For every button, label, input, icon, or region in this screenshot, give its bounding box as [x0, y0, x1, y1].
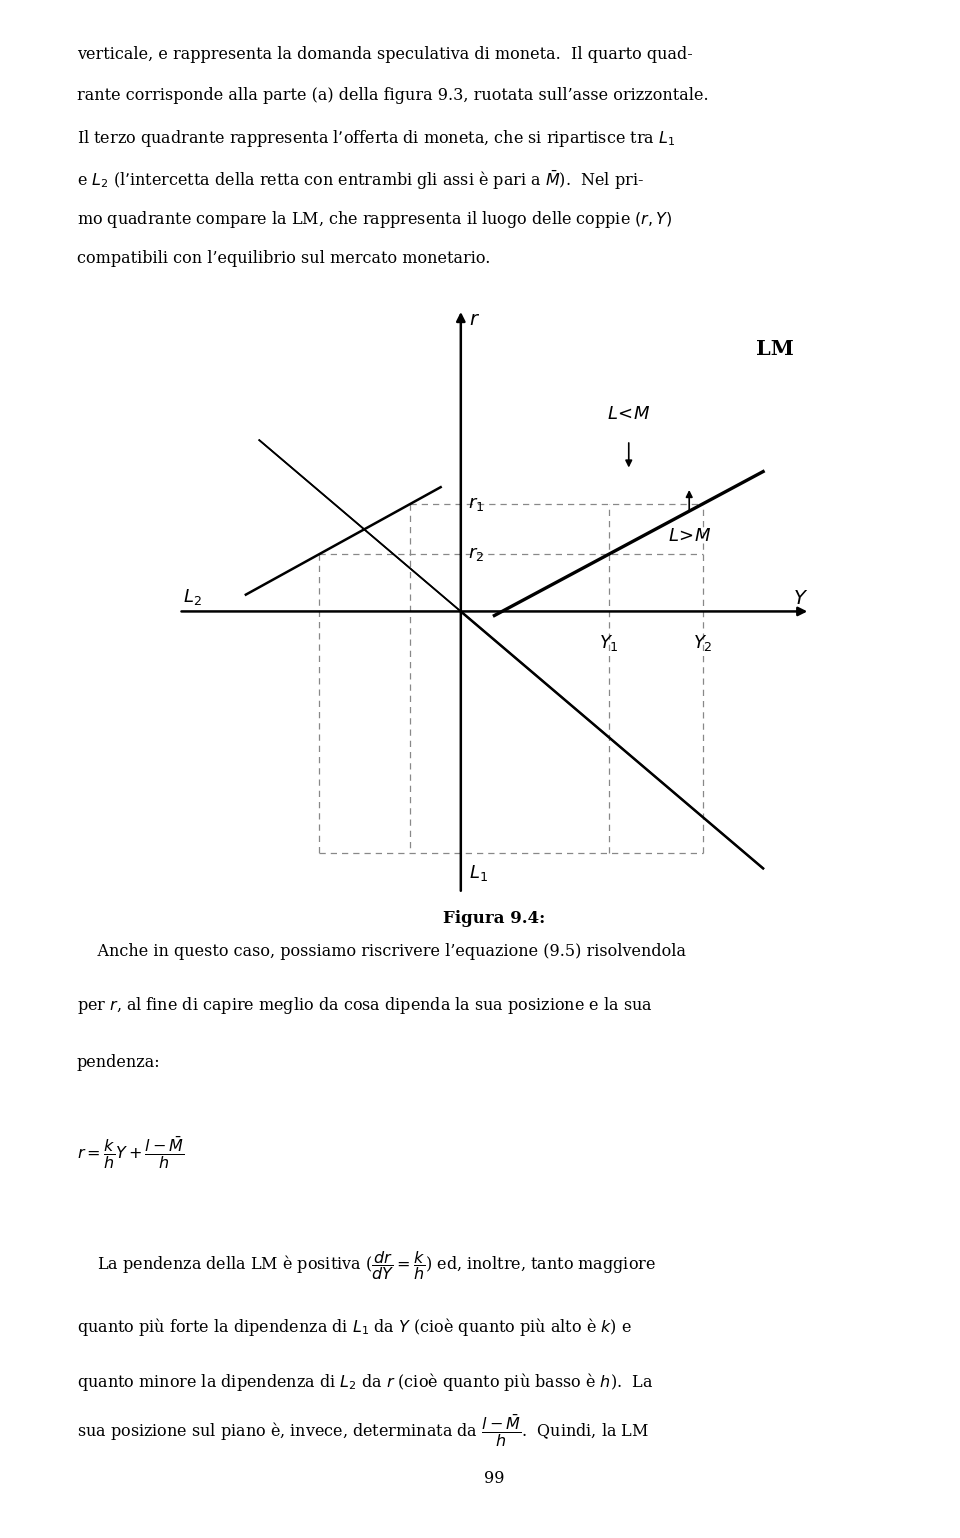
Text: Figura 9.4:: Figura 9.4: — [444, 910, 545, 927]
Text: Anche in questo caso, possiamo riscrivere l’equazione (9.5) risolvendola: Anche in questo caso, possiamo riscriver… — [77, 943, 685, 960]
Text: pendenza:: pendenza: — [77, 1054, 160, 1072]
Text: sua posizione sul piano è, invece, determinata da $\dfrac{l - \bar{M}}{h}$.  Qui: sua posizione sul piano è, invece, deter… — [77, 1412, 649, 1449]
Text: 99: 99 — [484, 1469, 505, 1487]
Text: $r_2$: $r_2$ — [468, 546, 484, 563]
Text: per $r$, al fine di capire meglio da cosa dipenda la sua posizione e la sua: per $r$, al fine di capire meglio da cos… — [77, 995, 653, 1015]
Text: compatibili con l’equilibrio sul mercato monetario.: compatibili con l’equilibrio sul mercato… — [77, 251, 491, 268]
Text: $r$: $r$ — [468, 311, 480, 329]
Text: verticale, e rappresenta la domanda speculativa di moneta.  Il quarto quad-: verticale, e rappresenta la domanda spec… — [77, 46, 692, 63]
Text: $r = \dfrac{k}{h}Y + \dfrac{l - \bar{M}}{h}$: $r = \dfrac{k}{h}Y + \dfrac{l - \bar{M}}… — [77, 1135, 184, 1172]
Text: $Y$: $Y$ — [793, 591, 808, 609]
Text: La pendenza della LM è positiva ($\dfrac{dr}{dY} = \dfrac{k}{h}$) ed, inoltre, t: La pendenza della LM è positiva ($\dfrac… — [77, 1249, 656, 1283]
Text: e $L_2$ (l’intercetta della retta con entrambi gli assi è pari a $\bar{M}$).  Ne: e $L_2$ (l’intercetta della retta con en… — [77, 169, 644, 192]
Text: $Y_2$: $Y_2$ — [693, 634, 712, 654]
Text: $L_2$: $L_2$ — [182, 586, 202, 606]
Text: rante corrisponde alla parte (a) della figura 9.3, ruotata sull’asse orizzontale: rante corrisponde alla parte (a) della f… — [77, 88, 708, 105]
Text: quanto più forte la dipendenza di $L_1$ da $Y$ (cioè quanto più alto è $k$) e: quanto più forte la dipendenza di $L_1$ … — [77, 1315, 632, 1338]
Text: $r_1$: $r_1$ — [468, 495, 484, 514]
Text: mo quadrante compare la LM, che rappresenta il luogo delle coppie $(r, Y)$: mo quadrante compare la LM, che rapprese… — [77, 209, 672, 231]
Text: $L_1$: $L_1$ — [468, 863, 488, 883]
Text: $Y_1$: $Y_1$ — [599, 634, 618, 654]
Text: quanto minore la dipendenza di $L_2$ da $r$ (cioè quanto più basso è $h$).  La: quanto minore la dipendenza di $L_2$ da … — [77, 1372, 653, 1393]
Text: LM: LM — [756, 340, 794, 360]
Text: $L\!<\!M$: $L\!<\!M$ — [607, 406, 651, 423]
Text: Il terzo quadrante rappresenta l’offerta di moneta, che si ripartisce tra $L_1$: Il terzo quadrante rappresenta l’offerta… — [77, 128, 675, 149]
Text: $L\!>\!M$: $L\!>\!M$ — [667, 528, 710, 546]
